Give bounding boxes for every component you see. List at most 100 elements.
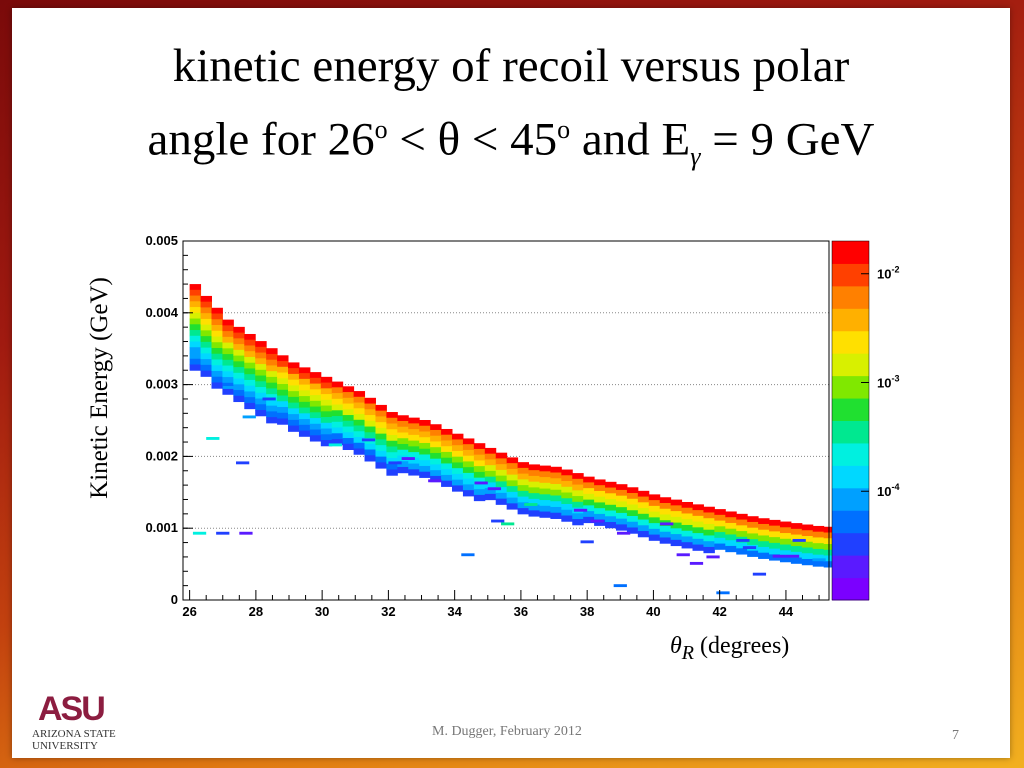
- band-cell: [353, 425, 366, 432]
- band-cell: [495, 492, 508, 500]
- band-cell: [200, 336, 212, 343]
- band-cell: [222, 371, 234, 378]
- band-cell: [462, 461, 475, 468]
- band-cell: [561, 504, 573, 511]
- band-cell: [769, 519, 781, 527]
- asu-logo: ASU Arizona State University: [30, 688, 150, 752]
- band-cell: [386, 469, 398, 476]
- band-cell: [605, 481, 617, 489]
- band-cell: [758, 541, 770, 548]
- band-cell: [298, 367, 311, 374]
- band-cell: [353, 396, 366, 404]
- scatter-bin: [216, 531, 230, 535]
- band-cell: [364, 420, 376, 428]
- band-cell: [495, 464, 508, 471]
- band-cell: [495, 498, 508, 505]
- scatter-bin: [772, 554, 786, 558]
- colorbar-segment: [832, 375, 869, 399]
- band-cell: [309, 412, 322, 419]
- band-cell: [233, 390, 245, 397]
- band-cell: [550, 489, 562, 496]
- band-cell: [266, 382, 278, 389]
- band-cell: [298, 413, 311, 420]
- colorbar-segment: [832, 465, 869, 489]
- band-cell: [342, 432, 355, 439]
- slide-title: kinetic energy of recoil versus polar an…: [12, 34, 1010, 189]
- band-cell: [659, 502, 672, 510]
- band-cell: [473, 460, 486, 467]
- band-cell: [200, 347, 212, 354]
- band-cell: [298, 424, 311, 432]
- band-cell: [670, 528, 683, 535]
- band-cell: [419, 471, 431, 478]
- band-cell: [583, 482, 595, 489]
- band-cell: [812, 548, 825, 556]
- band-cell: [801, 541, 814, 548]
- band-cell: [692, 510, 704, 517]
- band-cell: [244, 379, 256, 387]
- band-cell: [386, 412, 398, 419]
- band-cell: [189, 284, 202, 291]
- band-cell: [692, 533, 704, 540]
- band-cell: [473, 471, 486, 479]
- band-cell: [222, 377, 234, 384]
- title-line-1: kinetic energy of recoil versus polar: [12, 34, 1010, 98]
- scatter-bin: [573, 508, 588, 512]
- band-cell: [200, 295, 212, 303]
- scatter-bin: [716, 591, 730, 595]
- band-cell: [277, 361, 289, 368]
- band-cell: [266, 411, 278, 418]
- scatter-bin: [590, 519, 604, 523]
- band-cell: [561, 486, 573, 494]
- band-cell: [572, 490, 584, 497]
- band-cell: [637, 525, 650, 532]
- band-cell: [364, 443, 376, 451]
- band-cell: [539, 494, 551, 501]
- band-cell: [222, 342, 234, 349]
- band-cell: [452, 479, 464, 486]
- band-cell: [320, 411, 333, 418]
- band-cell: [561, 469, 573, 476]
- colorbar-segment: [832, 420, 869, 444]
- band-cell: [495, 475, 508, 482]
- band-cell: [408, 446, 420, 453]
- band-cell: [615, 518, 628, 525]
- footer-text: M. Dugger, February 2012: [432, 724, 582, 739]
- band-cell: [528, 464, 540, 471]
- band-cell: [615, 495, 628, 502]
- scatter-bin: [328, 443, 343, 447]
- band-cell: [331, 439, 344, 446]
- band-cell: [288, 391, 300, 398]
- scatter-bin: [785, 554, 800, 558]
- band-cell: [648, 511, 661, 518]
- band-cell: [200, 341, 212, 349]
- band-cell: [277, 389, 289, 397]
- band-cell: [277, 407, 289, 414]
- band-cell: [594, 496, 606, 503]
- band-cell: [779, 538, 792, 546]
- band-cell: [605, 510, 617, 517]
- band-cell: [441, 440, 453, 447]
- scatter-bin: [239, 531, 253, 535]
- band-cell: [288, 379, 300, 386]
- band-cell: [233, 378, 245, 385]
- band-cell: [812, 560, 825, 567]
- scatter-bin: [206, 437, 220, 440]
- band-cell: [441, 480, 453, 487]
- band-cell: [473, 443, 486, 450]
- band-cell: [430, 429, 442, 437]
- band-cell: [473, 448, 486, 456]
- scatter-bin: [361, 438, 376, 442]
- band-cell: [659, 497, 672, 504]
- band-cell: [397, 443, 409, 451]
- band-cell: [331, 421, 344, 429]
- band-cell: [266, 394, 278, 401]
- band-cell: [353, 442, 366, 450]
- band-cell: [408, 417, 420, 424]
- band-cell: [637, 513, 650, 521]
- colorbar-segment: [832, 577, 869, 601]
- band-cell: [353, 437, 366, 444]
- band-cell: [714, 532, 726, 539]
- band-cell: [626, 498, 639, 506]
- band-cell: [758, 518, 770, 525]
